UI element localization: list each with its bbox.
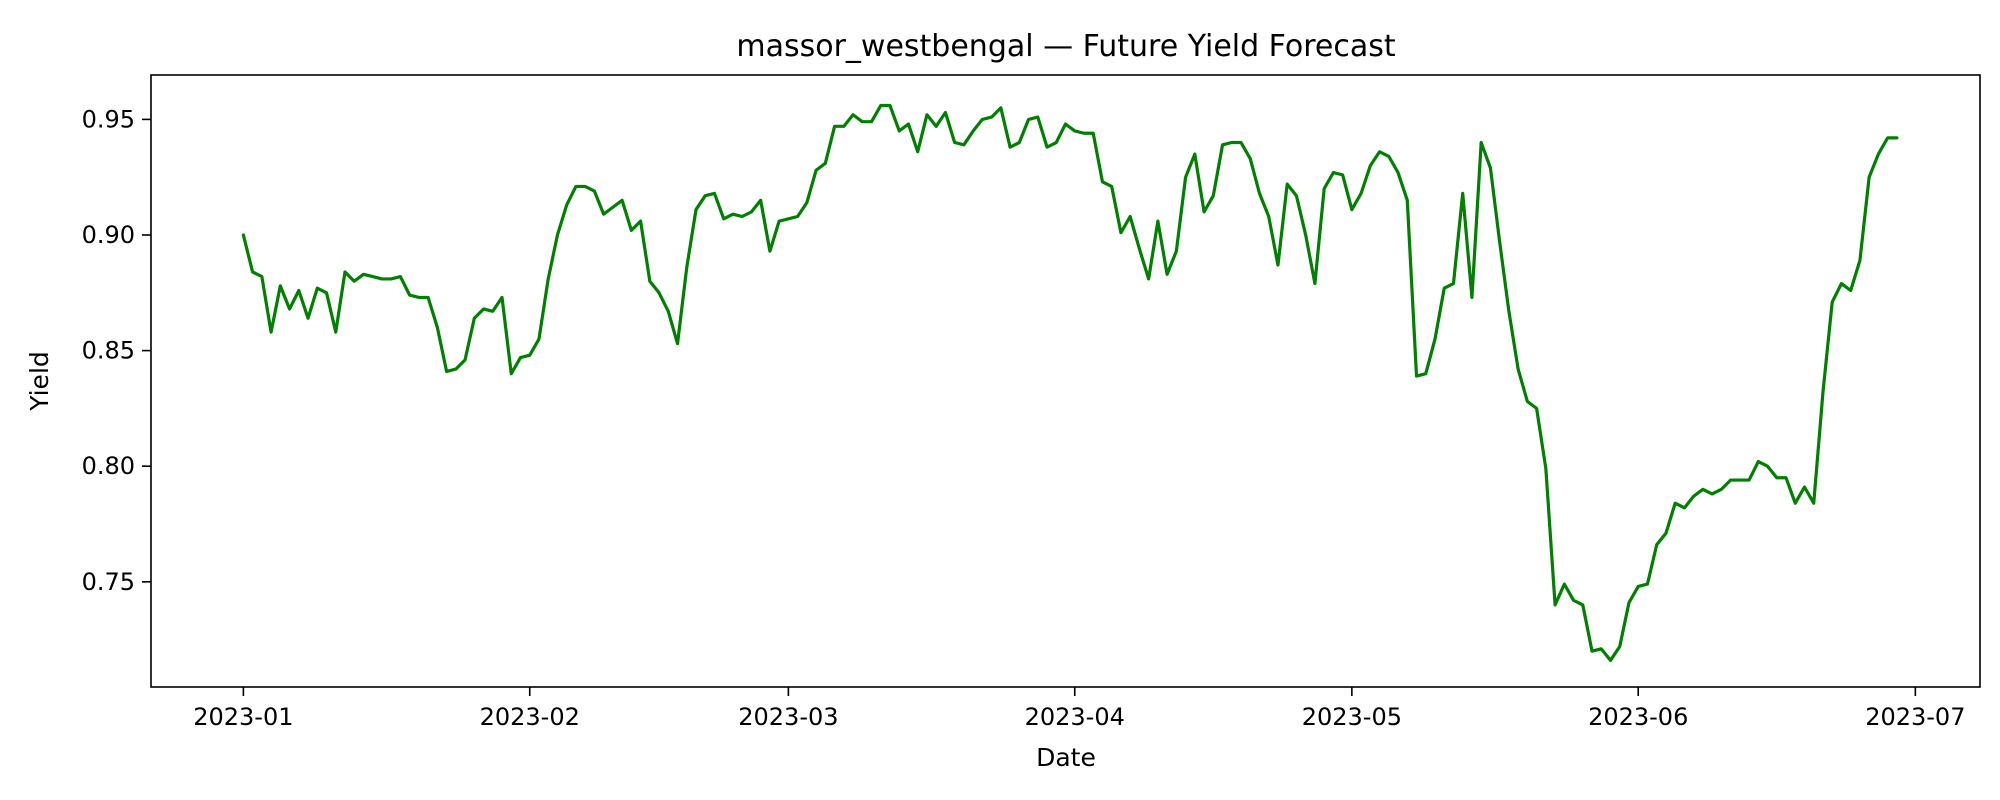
- y-axis-label: Yield: [25, 351, 54, 412]
- x-tick-label: 2023-06: [1588, 703, 1688, 731]
- y-tick-label: 0.85: [82, 337, 135, 365]
- x-tick-label: 2023-03: [738, 703, 838, 731]
- y-axis: 0.75 0.80 0.85 0.90 0.95: [82, 105, 151, 596]
- x-tick-label: 2023-02: [480, 703, 580, 731]
- x-axis: 2023-01 2023-02 2023-03 2023-04 2023-05 2023-…: [193, 687, 1965, 731]
- x-axis-label: Date: [1036, 743, 1096, 772]
- x-tick-label: 2023-07: [1865, 703, 1965, 731]
- x-tick-label: 2023-05: [1302, 703, 1402, 731]
- y-tick-label: 0.75: [82, 568, 135, 596]
- chart-title: massor_westbengal — Future Yield Forecas…: [736, 29, 1396, 64]
- x-tick-label: 2023-01: [193, 703, 293, 731]
- x-tick-label: 2023-04: [1025, 703, 1125, 731]
- series-line: [241, 103, 1899, 663]
- y-tick-label: 0.95: [82, 105, 135, 133]
- y-tick-label: 0.80: [82, 452, 135, 480]
- plot-area-frame: [150, 74, 1981, 688]
- y-tick-label: 0.90: [82, 221, 135, 249]
